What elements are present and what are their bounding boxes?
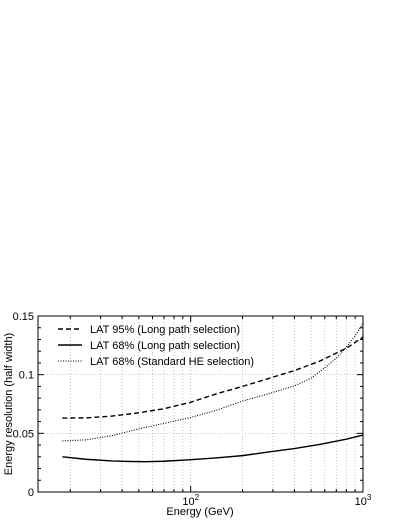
- legend: LAT 95% (Long path selection) LAT 68% (Lo…: [58, 324, 254, 368]
- series-lines: [62, 322, 364, 463]
- y-tick-label: 0: [28, 487, 34, 499]
- series-line-3: [62, 322, 364, 442]
- y-tick-label: 0.1: [19, 370, 34, 382]
- legend-label: LAT 68% (Long path selection): [90, 340, 240, 352]
- legend-label: LAT 68% (Standard HE selection): [90, 356, 254, 368]
- y-axis-title: Energy resolution (half width): [3, 333, 15, 475]
- x-tick-labels: 102 103: [182, 493, 372, 508]
- series-line-2: [62, 434, 364, 463]
- plot-frame: [37, 315, 364, 493]
- series-line-1: [62, 336, 364, 419]
- y-tick-labels: 0 0.05 0.1 0.15: [13, 311, 34, 499]
- y-tick-label: 0.15: [13, 311, 34, 323]
- x-tick-label: 103: [355, 493, 372, 508]
- plot-background: [38, 316, 363, 492]
- axis-ticks: [38, 315, 364, 493]
- legend-label: LAT 95% (Long path selection): [90, 324, 240, 336]
- x-tick-label: 102: [182, 493, 199, 508]
- y-tick-label: 0.05: [13, 428, 34, 440]
- x-axis-title: Energy (GeV): [166, 506, 233, 518]
